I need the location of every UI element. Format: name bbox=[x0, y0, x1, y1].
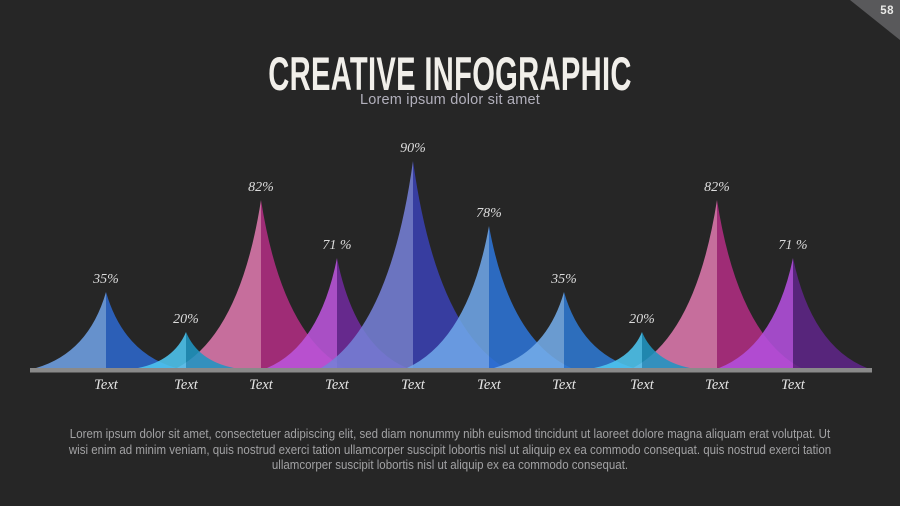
peak-1-right-half bbox=[106, 292, 176, 368]
peak-9-left-half bbox=[633, 200, 717, 368]
peak-8-left-half bbox=[594, 332, 642, 368]
peak-7-right-half bbox=[564, 292, 634, 368]
peak-2-left-half bbox=[138, 332, 186, 368]
peak-8-right-half bbox=[642, 332, 690, 368]
slide-subtitle: Lorem ipsum dolor sit amet bbox=[359, 92, 541, 108]
peak-7-left-half bbox=[494, 292, 564, 368]
peak-10-left-half bbox=[719, 258, 793, 368]
peak-5-right-half bbox=[413, 161, 505, 368]
peak-1-left-half bbox=[36, 292, 106, 368]
body-paragraph: Lorem ipsum dolor sit amet, consectetuer… bbox=[68, 426, 832, 473]
peak-3-left-half bbox=[177, 200, 261, 368]
slide-title: CREATIVE INFOGRAPHIC bbox=[268, 47, 632, 100]
chart-baseline bbox=[30, 368, 872, 373]
peak-6-left-half bbox=[407, 226, 489, 368]
page-number: 58 bbox=[880, 5, 894, 17]
peak-6-right-half bbox=[489, 226, 571, 368]
peak-4-left-half bbox=[267, 258, 337, 368]
peak-5-left-half bbox=[321, 161, 413, 368]
peak-9-right-half bbox=[717, 200, 801, 368]
peak-10-right-half bbox=[793, 258, 867, 368]
peak-3-right-half bbox=[261, 200, 345, 368]
peak-2-right-half bbox=[186, 332, 234, 368]
